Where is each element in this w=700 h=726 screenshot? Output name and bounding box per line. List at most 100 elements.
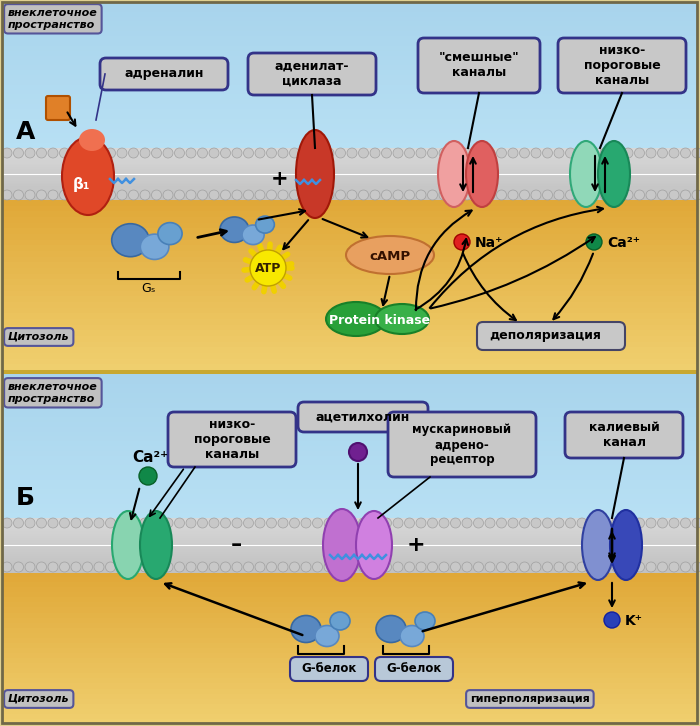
Bar xyxy=(2,565,698,567)
Circle shape xyxy=(129,190,139,200)
Circle shape xyxy=(496,562,507,572)
Ellipse shape xyxy=(296,130,334,218)
Circle shape xyxy=(612,562,622,572)
Bar xyxy=(2,663,698,669)
Bar xyxy=(2,2,698,7)
Bar xyxy=(2,398,698,404)
Circle shape xyxy=(612,148,622,158)
Circle shape xyxy=(13,148,24,158)
Bar xyxy=(2,290,698,297)
Circle shape xyxy=(600,562,610,572)
Circle shape xyxy=(106,190,116,200)
Bar xyxy=(2,181,698,183)
Circle shape xyxy=(209,518,219,528)
Ellipse shape xyxy=(400,626,424,646)
Circle shape xyxy=(71,518,81,528)
FancyBboxPatch shape xyxy=(298,402,428,432)
Circle shape xyxy=(163,518,173,528)
Text: внеклеточное
пространство: внеклеточное пространство xyxy=(8,382,98,404)
Text: калиевый
канал: калиевый канал xyxy=(589,421,659,449)
Text: Na⁺: Na⁺ xyxy=(475,236,503,250)
Bar xyxy=(2,456,698,461)
Bar xyxy=(2,184,698,187)
Bar xyxy=(2,554,698,556)
Circle shape xyxy=(393,518,403,528)
Circle shape xyxy=(335,190,346,200)
Circle shape xyxy=(439,148,449,158)
Circle shape xyxy=(473,518,484,528)
Circle shape xyxy=(370,190,380,200)
Bar xyxy=(2,80,698,85)
Circle shape xyxy=(163,562,173,572)
Circle shape xyxy=(451,148,461,158)
Bar xyxy=(2,26,698,32)
Circle shape xyxy=(462,190,472,200)
Circle shape xyxy=(358,190,368,200)
Ellipse shape xyxy=(112,511,144,579)
Circle shape xyxy=(439,518,449,528)
Bar xyxy=(2,451,698,456)
Bar xyxy=(2,370,698,374)
Circle shape xyxy=(370,148,380,158)
Circle shape xyxy=(531,562,541,572)
Circle shape xyxy=(324,148,334,158)
Circle shape xyxy=(462,518,472,528)
Bar xyxy=(2,193,698,195)
Circle shape xyxy=(197,562,207,572)
Bar xyxy=(2,643,698,648)
Circle shape xyxy=(140,190,150,200)
Bar xyxy=(2,475,698,480)
Circle shape xyxy=(370,518,380,528)
Circle shape xyxy=(612,518,622,528)
Circle shape xyxy=(174,148,185,158)
Bar xyxy=(2,513,698,518)
Bar xyxy=(2,678,698,684)
Text: Gₛ: Gₛ xyxy=(141,282,155,295)
Circle shape xyxy=(250,250,286,286)
Circle shape xyxy=(634,148,645,158)
Bar xyxy=(2,653,698,658)
Circle shape xyxy=(451,562,461,572)
Bar xyxy=(2,504,698,509)
Circle shape xyxy=(358,518,368,528)
Circle shape xyxy=(554,148,564,158)
Circle shape xyxy=(554,562,564,572)
Circle shape xyxy=(290,518,300,528)
Bar xyxy=(2,558,698,560)
Circle shape xyxy=(508,518,518,528)
Bar xyxy=(2,703,698,709)
Circle shape xyxy=(186,148,196,158)
Bar xyxy=(2,245,698,251)
Circle shape xyxy=(542,190,552,200)
Circle shape xyxy=(301,190,311,200)
Circle shape xyxy=(669,562,679,572)
Bar xyxy=(2,587,698,592)
Circle shape xyxy=(278,562,288,572)
Ellipse shape xyxy=(256,216,274,233)
Circle shape xyxy=(589,562,598,572)
Circle shape xyxy=(577,190,587,200)
Circle shape xyxy=(312,562,323,572)
Bar xyxy=(2,542,698,544)
Circle shape xyxy=(600,190,610,200)
Circle shape xyxy=(335,148,346,158)
Bar xyxy=(2,568,698,571)
Circle shape xyxy=(197,190,207,200)
Text: гиперполяризация: гиперполяризация xyxy=(470,694,589,704)
Bar xyxy=(2,597,698,603)
FancyBboxPatch shape xyxy=(375,657,453,681)
Circle shape xyxy=(220,190,230,200)
Circle shape xyxy=(634,518,645,528)
Bar xyxy=(2,480,698,485)
Circle shape xyxy=(370,562,380,572)
Circle shape xyxy=(519,190,529,200)
Circle shape xyxy=(244,562,253,572)
Circle shape xyxy=(680,190,690,200)
Circle shape xyxy=(140,562,150,572)
Bar xyxy=(2,536,698,538)
Circle shape xyxy=(416,190,426,200)
Bar xyxy=(2,162,698,164)
Circle shape xyxy=(151,562,162,572)
Circle shape xyxy=(278,518,288,528)
Bar xyxy=(2,109,698,115)
